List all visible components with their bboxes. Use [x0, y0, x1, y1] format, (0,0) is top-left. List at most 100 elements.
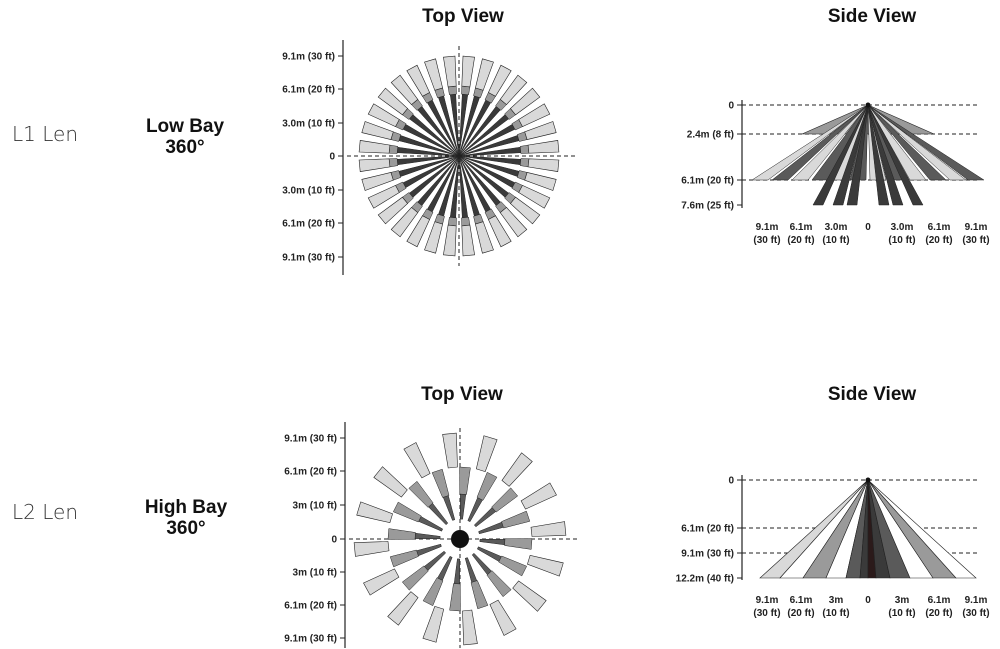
- detection-beam: [377, 155, 460, 225]
- detection-beam: [476, 546, 564, 577]
- detection-beam: [479, 521, 567, 550]
- beam-outer: [509, 196, 541, 225]
- detection-beam: [458, 74, 528, 157]
- mode-low-bay: Low Bay 360°: [120, 116, 250, 158]
- detection-beam: [458, 155, 541, 225]
- beam-outer: [512, 580, 547, 612]
- axis-tick-label: 0: [728, 101, 734, 112]
- detection-beam: [458, 155, 494, 254]
- detection-beam: [458, 103, 551, 157]
- beam-outer: [443, 55, 457, 88]
- beam-middle: [491, 487, 519, 513]
- side-x-label: 6.1m: [790, 595, 813, 606]
- side-beam-long: [846, 104, 869, 206]
- beam-outer: [489, 599, 517, 636]
- detection-beam: [358, 140, 460, 157]
- beam-outer: [524, 172, 557, 191]
- beam-outer: [367, 103, 400, 127]
- beam-outer: [518, 185, 551, 209]
- mode-high-bay: High Bay 360°: [121, 497, 251, 539]
- detection-beam: [458, 140, 560, 157]
- beam-outer: [361, 172, 394, 191]
- side-beam-long: [867, 104, 890, 206]
- beam-middle: [389, 549, 419, 568]
- axis-tick-label: 6.1m (20 ft): [282, 85, 335, 96]
- beam-middle: [401, 565, 429, 591]
- side-x-label: (20 ft): [787, 235, 814, 246]
- detection-beam: [458, 58, 494, 157]
- detection-beam: [458, 64, 512, 157]
- side-beam-long: [867, 104, 904, 206]
- axis-tick-label: 3.0m (10 ft): [282, 186, 335, 197]
- beam-inner: [423, 550, 447, 571]
- beam-inner: [414, 532, 441, 540]
- beam-middle: [388, 158, 399, 168]
- side-x-label: 3m: [829, 595, 844, 606]
- side-x-label: (10 ft): [822, 608, 849, 619]
- detection-beam: [373, 466, 449, 526]
- beam-outer: [363, 568, 400, 596]
- side-x-label: 3.0m: [825, 222, 848, 233]
- side-beam: [867, 104, 927, 181]
- side-beam: [751, 104, 869, 181]
- side-x-label: (10 ft): [888, 235, 915, 246]
- beam-inner: [459, 493, 467, 520]
- side-x-label: 0: [865, 222, 871, 233]
- beam-outer: [406, 64, 430, 97]
- beam-outer: [443, 224, 457, 257]
- beam-outer: [520, 482, 557, 510]
- beam-outer: [353, 541, 390, 557]
- top-view-title-1: Top View: [422, 6, 504, 27]
- side-x-label: 6.1m: [928, 222, 951, 233]
- side-x-label: 9.1m: [965, 595, 988, 606]
- beam-middle: [519, 144, 530, 154]
- detection-beam: [458, 155, 475, 257]
- axis-tick-label: 0: [728, 476, 734, 487]
- detection-beam: [356, 501, 444, 532]
- detection-beam: [458, 155, 557, 191]
- detection-beam: [424, 58, 460, 157]
- beam-outer: [403, 442, 431, 479]
- detection-beam: [449, 558, 478, 646]
- beam-middle: [486, 570, 512, 598]
- mode-angle: 360°: [165, 137, 205, 158]
- side-x-label: (10 ft): [822, 235, 849, 246]
- beam-middle: [498, 555, 528, 577]
- axis-tick-label: 6.1m (20 ft): [681, 524, 734, 535]
- beam-outer: [527, 140, 560, 154]
- axis-tick-label: 7.6m (25 ft): [681, 201, 734, 212]
- side-x-label: 9.1m: [965, 222, 988, 233]
- axis-tick-label: 9.1m (30 ft): [282, 52, 335, 63]
- beam-outer: [377, 87, 409, 116]
- side-view-title-2: Side View: [827, 384, 917, 405]
- sensor-center: [451, 530, 469, 548]
- beam-outer: [509, 87, 541, 116]
- beam-outer: [390, 206, 419, 238]
- beam-outer: [499, 206, 528, 238]
- side-beam: [791, 104, 869, 181]
- beam-outer: [488, 215, 512, 248]
- side-x-label: (30 ft): [962, 608, 989, 619]
- side-x-label: (30 ft): [962, 235, 989, 246]
- axis-tick-label: 2.4m (8 ft): [687, 130, 734, 141]
- axis-tick-label: 12.2m (40 ft): [676, 574, 734, 585]
- beam-middle: [476, 471, 498, 501]
- beam-inner: [437, 555, 453, 581]
- detection-beam: [443, 55, 460, 157]
- detection-beam: [458, 55, 475, 157]
- side-beam: [867, 479, 977, 579]
- beam-middle: [388, 144, 399, 154]
- detection-beam: [458, 155, 551, 209]
- beam-outer: [422, 606, 445, 643]
- detection-beam: [422, 555, 453, 643]
- beam-inner: [464, 557, 478, 583]
- beam-middle: [447, 216, 457, 227]
- detection-beam: [361, 155, 460, 191]
- mode-angle: 360°: [166, 518, 206, 539]
- detection-beam: [367, 103, 460, 157]
- axis-tick-label: 9.1m (30 ft): [284, 634, 337, 645]
- beam-outer: [462, 609, 478, 646]
- detection-beam: [406, 155, 460, 248]
- beam-outer: [442, 432, 458, 469]
- side-beam-long: [867, 104, 924, 206]
